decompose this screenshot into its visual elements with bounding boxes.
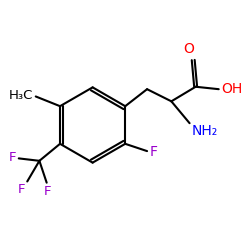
Text: O: O — [183, 42, 194, 56]
Text: OH: OH — [222, 82, 243, 96]
Text: H₃C: H₃C — [9, 89, 33, 102]
Text: F: F — [150, 145, 158, 159]
Text: F: F — [9, 151, 16, 164]
Text: F: F — [17, 183, 25, 196]
Text: F: F — [44, 184, 52, 198]
Text: NH₂: NH₂ — [192, 124, 218, 138]
